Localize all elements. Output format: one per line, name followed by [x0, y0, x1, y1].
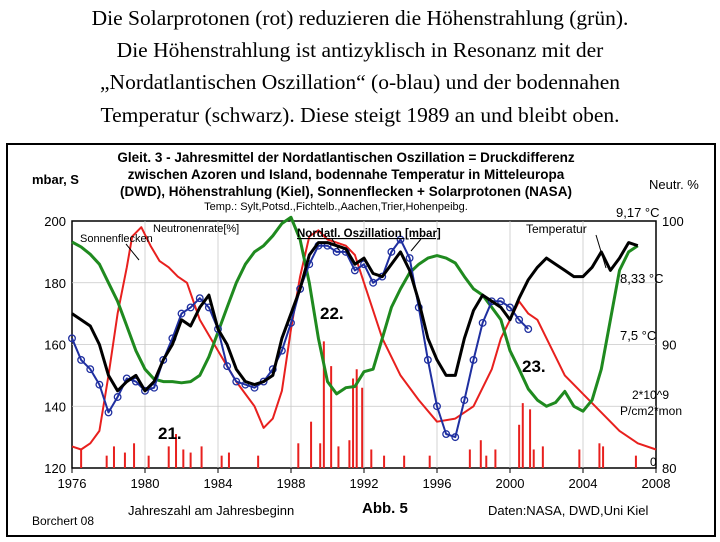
- left-tick-label: 120: [44, 461, 66, 476]
- nao-point: [369, 278, 378, 287]
- x-tick-label: 1996: [423, 476, 452, 491]
- source-label: Daten:NASA, DWD,Uni Kiel: [488, 503, 648, 518]
- x-tick-label: 1980: [131, 476, 160, 491]
- nao-pointer-2: [410, 238, 422, 252]
- cycle-23-label: 23.: [522, 357, 546, 376]
- nao-point: [515, 315, 524, 324]
- nao-point: [186, 303, 195, 312]
- temperature-pointer: [595, 234, 607, 269]
- figure-number-label: Abb. 5: [362, 500, 408, 517]
- figure-frame: [6, 143, 716, 537]
- nao-point: [68, 334, 76, 343]
- right-tick-label: 90: [662, 338, 676, 353]
- nao-point: [104, 408, 113, 417]
- right-tick-label: 80: [662, 461, 676, 476]
- proton-zero-label: 0: [650, 455, 657, 469]
- nao-point: [350, 266, 359, 275]
- nao-point: [524, 325, 533, 334]
- chart-title-line-2: zwischen Azoren und Island, bodennahe Te…: [128, 167, 565, 182]
- caption-line-3: „Nordatlantischen Oszillation“ (o-blau) …: [100, 70, 620, 94]
- left-tick-label: 160: [44, 338, 66, 353]
- chart-title-line-3: (DWD), Höhenstrahlung (Kiel), Sonnenflec…: [120, 184, 572, 199]
- sunspots-label: Sonnenflecken: [80, 233, 153, 245]
- nao-point: [177, 309, 186, 318]
- caption-line-1: Die Solarprotonen (rot) reduzieren die H…: [91, 6, 629, 30]
- temperature-label: Temperatur: [526, 222, 587, 236]
- sunspots-line: [71, 226, 657, 451]
- x-tick-label: 1984: [204, 476, 233, 491]
- caption-line-2: Die Höhenstrahlung ist antizyklisch in R…: [116, 38, 604, 62]
- chart-title-line-1: Gleit. 3 - Jahresmittel der Nordatlantis…: [117, 150, 574, 165]
- temp-75-label: 7,5 °C: [620, 328, 656, 343]
- neutrons-label: Neutronenrate[%]: [153, 223, 239, 235]
- nao-point: [223, 362, 232, 371]
- caption-line-4: Temperatur (schwarz). Diese steigt 1989 …: [100, 103, 620, 127]
- left-tick-label: 140: [44, 399, 66, 414]
- nao-point: [150, 383, 159, 392]
- nao-point: [86, 365, 95, 374]
- nao-point: [77, 355, 86, 364]
- right-tick-label: 100: [662, 214, 684, 229]
- author-label: Borchert 08: [32, 514, 94, 528]
- cycle-21-label: 21.: [158, 424, 182, 443]
- chart-svg: Gleit. 3 - Jahresmittel der Nordatlantis…: [6, 143, 716, 537]
- cycle-22-label: 22.: [320, 304, 344, 323]
- nao-point: [195, 294, 204, 303]
- temperature-line: [71, 241, 639, 393]
- nao-point: [442, 430, 451, 438]
- nao-point: [405, 254, 414, 262]
- x-tick-label: 1988: [277, 476, 306, 491]
- x-tick-label: 1976: [58, 476, 87, 491]
- nao-point: [478, 318, 487, 327]
- nao-point: [506, 303, 514, 312]
- temp-917-label: 9,17 °C: [616, 205, 660, 220]
- proton-unit-line-1: 2*10^9: [632, 388, 669, 402]
- nao-point: [232, 377, 241, 386]
- nao-point: [113, 393, 122, 401]
- nao-point: [496, 297, 505, 306]
- proton-unit-line-2: P/cm2*mon: [620, 404, 682, 418]
- nao-point: [396, 235, 405, 244]
- left-tick-label: 200: [44, 214, 66, 229]
- nao-point: [469, 355, 478, 364]
- chart-subtitle: Temp.: Sylt,Potsd.,Fichtelb.,Aachen,Trie…: [204, 201, 468, 213]
- nao-point: [423, 355, 432, 364]
- x-axis-label: Jahreszahl am Jahresbeginn: [128, 503, 294, 518]
- nao-point: [387, 247, 396, 256]
- temp-833-label: 8,33 °C: [620, 271, 664, 286]
- chart-figure: Gleit. 3 - Jahresmittel der Nordatlantis…: [6, 143, 716, 537]
- neutrons-line: [71, 215, 639, 413]
- nao-point: [141, 386, 149, 395]
- nao-point: [460, 396, 469, 405]
- nao-point: [95, 380, 104, 389]
- nao-point: [332, 247, 341, 256]
- x-tick-label: 2000: [496, 476, 525, 491]
- nao-point: [433, 402, 441, 411]
- x-tick-label: 1992: [350, 476, 379, 491]
- sunspots-pointer: [125, 243, 140, 261]
- nao-point: [451, 433, 460, 442]
- left-axis-label: mbar, S: [32, 172, 79, 187]
- nao-point: [487, 297, 496, 306]
- nao-pointer: [331, 238, 340, 251]
- x-tick-label: 2008: [642, 476, 671, 491]
- right-axis-label: Neutr. %: [649, 177, 699, 192]
- nao-label: Nordatl. Oszillation [mbar]: [297, 228, 441, 240]
- x-tick-label: 2004: [569, 476, 598, 491]
- left-tick-label: 180: [44, 276, 66, 291]
